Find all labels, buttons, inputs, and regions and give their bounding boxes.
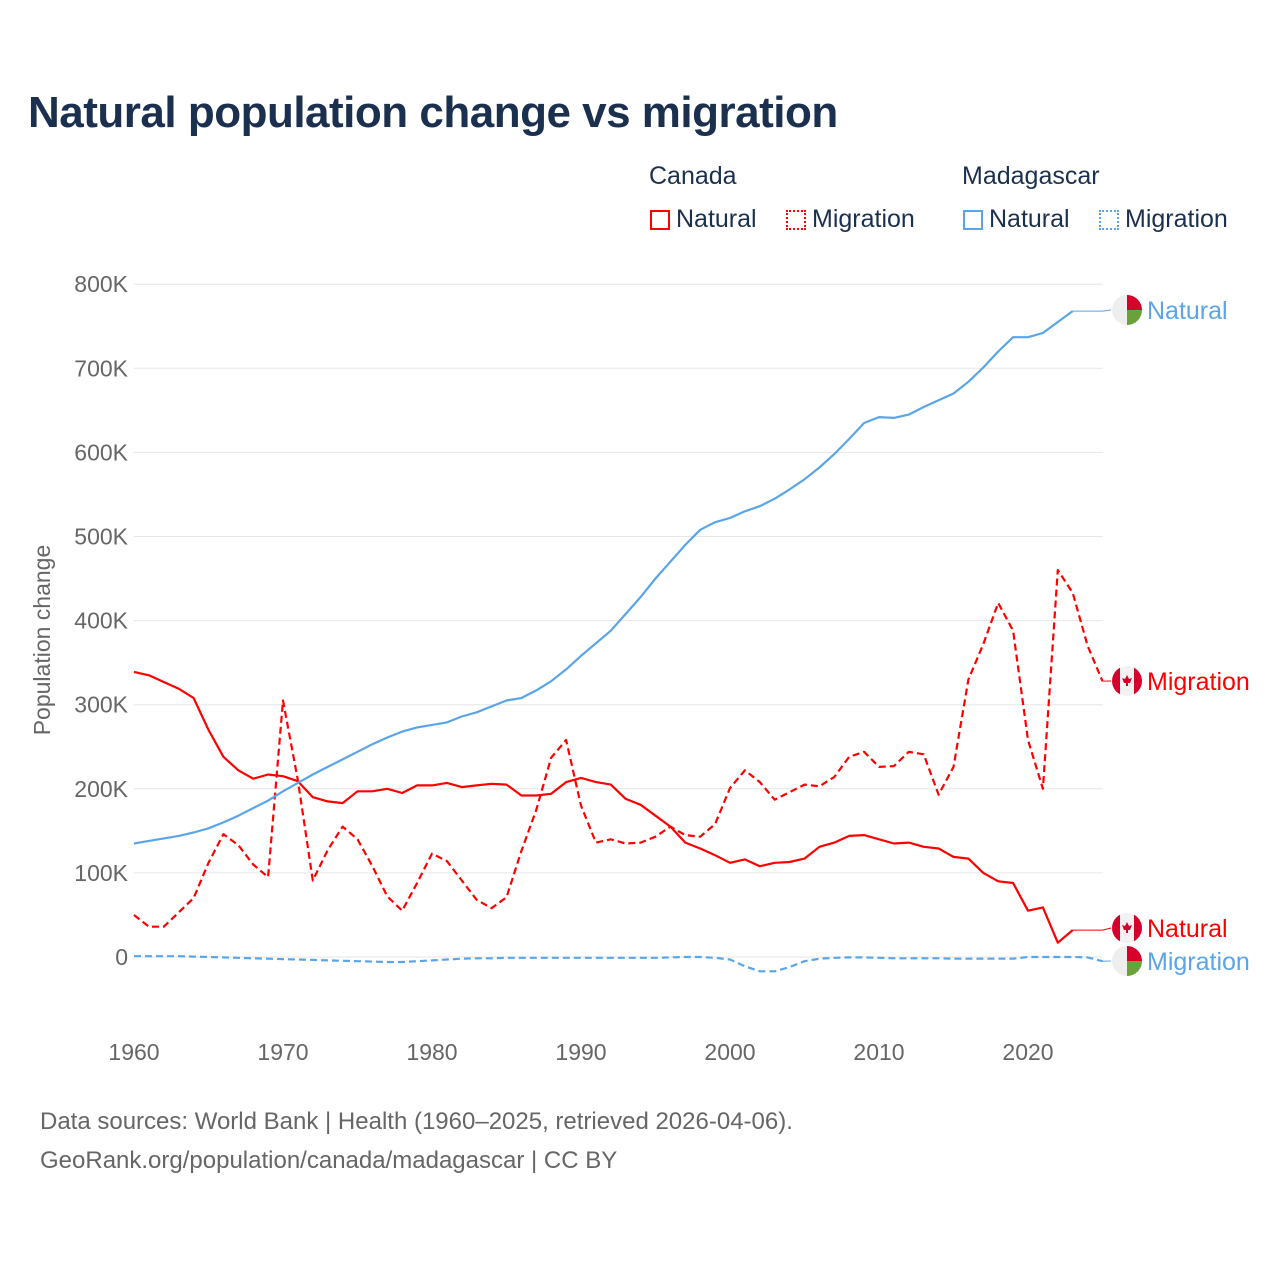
end-label: Natural	[1147, 297, 1228, 325]
legend-group-canada: Canada	[649, 162, 737, 191]
legend-label: Natural	[676, 205, 757, 233]
x-tick-label: 1960	[108, 1039, 159, 1065]
legend-group-madagascar: Madagascar	[962, 162, 1100, 191]
y-tick-label: 200K	[74, 776, 128, 802]
flag-red-right	[1134, 913, 1142, 943]
y-tick-label: 300K	[74, 692, 128, 718]
y-tick-label: 400K	[74, 608, 128, 634]
end-label: Natural	[1147, 915, 1228, 943]
series-line-madagascar-natural	[133, 310, 1074, 845]
flag-red-left	[1112, 666, 1120, 696]
flag-red-left	[1112, 913, 1120, 943]
madagascar-flag-icon	[1112, 946, 1142, 976]
flag-red	[1127, 946, 1142, 961]
flag-body	[1112, 946, 1142, 976]
x-tick-label: 1970	[257, 1039, 308, 1065]
legend-label: Natural	[989, 205, 1070, 233]
legend-country-label: Canada	[649, 162, 737, 190]
connector-line	[1072, 309, 1112, 312]
footer-sources: Data sources: World Bank | Health (1960–…	[40, 1108, 793, 1135]
series-line-canada-natural	[133, 670, 1074, 944]
legend-label: Migration	[1125, 205, 1228, 233]
y-axis-ticks: 0 100K 200K 300K 400K 500K 600K 700K 800K	[74, 271, 128, 970]
legend-item-canada-migration[interactable]: Migration	[786, 205, 915, 234]
flag-red-right	[1134, 666, 1142, 696]
legend-swatch-solid	[963, 209, 983, 230]
canada-flag-icon	[1112, 666, 1142, 696]
flag-red	[1127, 295, 1142, 310]
connector-line	[1072, 927, 1112, 931]
grid-lines	[134, 283, 1103, 958]
chart-title: Natural population change vs migration	[28, 88, 838, 137]
footer-attribution: GeoRank.org/population/canada/madagascar…	[40, 1147, 618, 1174]
x-tick-label: 2000	[704, 1039, 755, 1065]
end-label: Migration	[1147, 948, 1250, 976]
flag-green	[1127, 310, 1142, 325]
x-tick-label: 1980	[406, 1039, 457, 1065]
legend-item-canada-natural[interactable]: Natural	[650, 205, 757, 234]
end-labels: Natural Migration Natural Migration	[1072, 295, 1250, 976]
canada-flag-icon	[1112, 913, 1142, 943]
y-tick-label: 700K	[74, 355, 128, 381]
legend-swatch-dotted	[786, 209, 806, 230]
y-axis-label: Population change	[29, 545, 55, 736]
legend-label: Migration	[812, 205, 915, 233]
y-tick-label: 500K	[74, 524, 128, 550]
flag-body	[1112, 913, 1142, 943]
x-tick-label: 2020	[1002, 1039, 1053, 1065]
legend-item-madagascar-natural[interactable]: Natural	[963, 205, 1070, 234]
legend-item-madagascar-migration[interactable]: Migration	[1099, 205, 1228, 234]
end-label: Migration	[1147, 668, 1250, 696]
y-tick-label: 100K	[74, 860, 128, 886]
maple-leaf-icon	[1122, 922, 1132, 933]
x-tick-label: 1990	[555, 1039, 606, 1065]
series-lines	[133, 310, 1104, 973]
legend-country-label: Madagascar	[962, 162, 1100, 190]
maple-leaf-icon	[1122, 675, 1132, 686]
legend-swatch-solid	[650, 209, 670, 230]
flag-body	[1112, 295, 1142, 325]
flag-body	[1112, 666, 1142, 696]
y-tick-label: 800K	[74, 271, 128, 297]
flag-green	[1127, 961, 1142, 976]
y-tick-label: 0	[115, 944, 128, 970]
x-axis-ticks: 1960 1970 1980 1990 2000 2010 2020	[108, 1039, 1053, 1065]
series-line-madagascar-migration	[134, 955, 1103, 973]
legend-swatch-dotted	[1099, 209, 1119, 230]
x-tick-label: 2010	[853, 1039, 904, 1065]
madagascar-flag-icon	[1112, 295, 1142, 325]
y-tick-label: 600K	[74, 439, 128, 465]
series-line-canada-migration	[133, 569, 1104, 928]
